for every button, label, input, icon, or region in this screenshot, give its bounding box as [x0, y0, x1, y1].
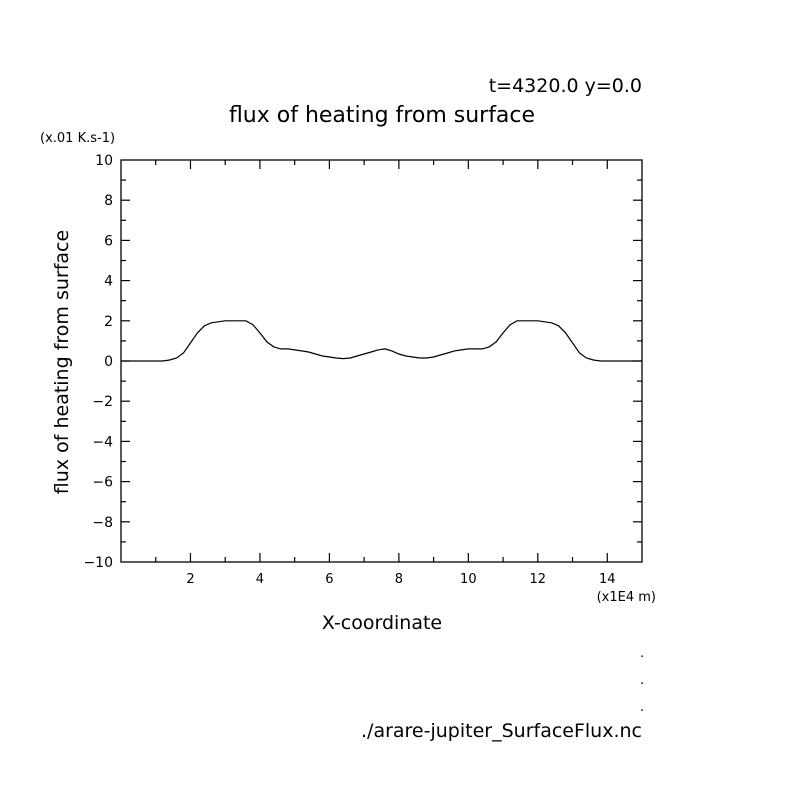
- y-tick-label: 0: [104, 354, 113, 370]
- series-line-flux: [121, 320, 642, 362]
- footer-dot-3: .: [640, 700, 644, 715]
- x-tick-labels: 2 4 6 8 10 12 14: [186, 572, 615, 587]
- source-filename: ./arare-jupiter_SurfaceFlux.nc: [361, 720, 642, 742]
- x-tick-label: 6: [325, 572, 333, 587]
- y-tick-label: −10: [83, 555, 113, 571]
- x-unit-label: (x1E4 m): [597, 590, 656, 605]
- y-axis-label: flux of heating from surface: [51, 230, 73, 494]
- x-tick-label: 14: [599, 572, 616, 587]
- x-tick-label: 10: [460, 572, 477, 587]
- footer-dot-1: .: [640, 646, 644, 661]
- footer-dot-2: .: [640, 673, 644, 688]
- x-tick-label: 4: [256, 572, 264, 587]
- y-unit-label: (x.01 K.s-1): [40, 131, 115, 146]
- y-tick-label: 6: [104, 233, 113, 249]
- x-tick-label: 8: [395, 572, 403, 587]
- y-tick-label: −8: [92, 515, 113, 531]
- plot-frame: [120, 159, 643, 563]
- y-tick-label: −6: [92, 475, 113, 491]
- y-tick-label: −4: [92, 434, 113, 450]
- x-axis-label: X-coordinate: [322, 612, 442, 634]
- y-tick-label: 4: [104, 274, 113, 290]
- y-tick-labels: 10 8 6 4 2 0 −2 −4 −6 −8 −10: [83, 153, 113, 571]
- x-tick-label: 2: [186, 572, 194, 587]
- x-tick-label: 12: [530, 572, 547, 587]
- y-tick-label: 2: [104, 314, 113, 330]
- y-tick-label: 8: [104, 193, 113, 209]
- tick-marks: [121, 160, 642, 562]
- time-label: t=4320.0 y=0.0: [489, 75, 642, 97]
- chart-title: flux of heating from surface: [229, 103, 535, 128]
- y-tick-label: −2: [92, 394, 113, 410]
- y-tick-label: 10: [95, 153, 113, 169]
